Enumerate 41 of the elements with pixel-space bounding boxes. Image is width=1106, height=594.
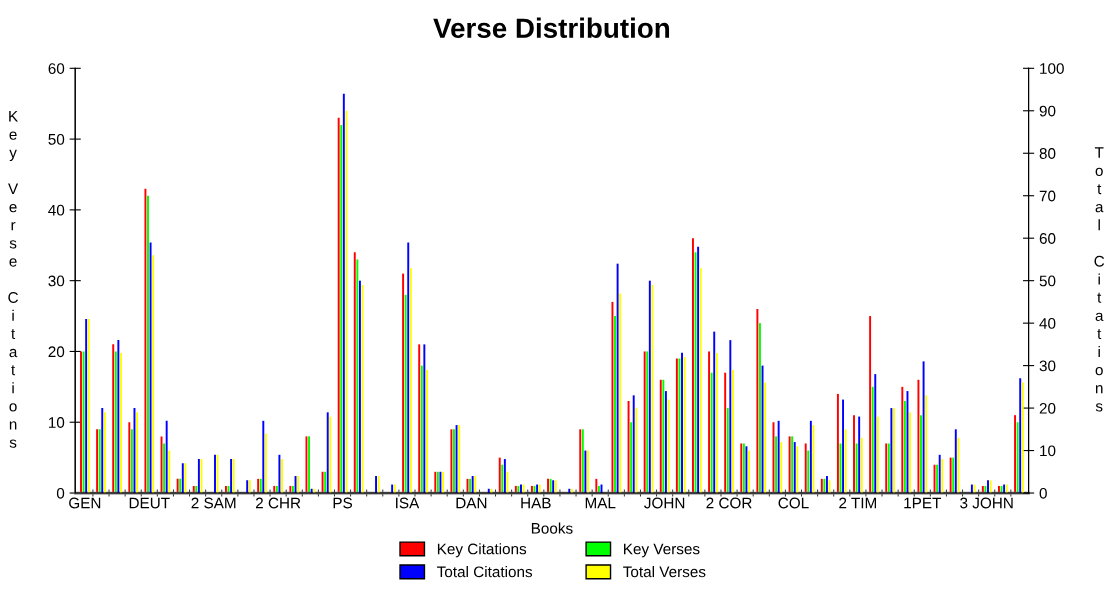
y2-tick-label: 90 [1039, 105, 1056, 117]
text: Key Verse Citations [8, 111, 19, 448]
x-tick-label: ISA [396, 497, 420, 509]
y2-tick-label: 40 [1039, 318, 1056, 329]
x-tick-label: GEN [69, 497, 101, 509]
y-tick-label: 40 [48, 204, 65, 216]
legend-label: Key Verses [624, 543, 700, 558]
text: Total Citations [1094, 147, 1105, 412]
x-tick-label: HAB [521, 497, 551, 509]
x-tick-label: DEUT [129, 497, 170, 509]
y2-tick-label: 0 [1039, 487, 1047, 499]
y-tick-label: 10 [48, 417, 65, 428]
legend-label: Total Verses [623, 566, 706, 578]
y-tick-label: 0 [56, 487, 65, 499]
legend-label: Total Citations [437, 566, 533, 578]
x-tick-label: JOHN [644, 497, 685, 509]
x-tick-label: COL [778, 497, 809, 509]
x-tick-label: 2 CHR [255, 497, 301, 509]
y2-tick-label: 70 [1039, 190, 1056, 202]
legend-label: Key Citations [437, 543, 527, 558]
x-tick-label: 2 TIM [839, 497, 877, 509]
chart-title: Verse Distribution [433, 17, 670, 39]
x-tick-label: 2 COR [706, 497, 752, 509]
x-tick-label: MAL [585, 497, 616, 509]
y-tick-label: 30 [48, 275, 65, 287]
y-tick-label: 60 [48, 63, 65, 74]
y2-tick-label: 80 [1039, 148, 1056, 159]
x-tick-label: 1PET [904, 497, 942, 509]
y2-tick-label: 20 [1039, 402, 1056, 414]
x-axis-title: Books [531, 522, 573, 534]
y-tick-label: 20 [48, 346, 65, 358]
y2-tick-label: 50 [1039, 275, 1056, 287]
x-tick-label: PS [333, 497, 353, 509]
x-tick-label: 3 JOHN [960, 497, 1013, 509]
x-tick-label: 2 SAM [191, 497, 236, 509]
y2-tick-label: 100 [1040, 63, 1064, 74]
x-tick-label: DAN [456, 497, 487, 509]
y2-tick-label: 10 [1040, 445, 1056, 457]
y-tick-label: 50 [48, 133, 65, 145]
y2-tick-label: 30 [1039, 360, 1056, 372]
y2-tick-label: 60 [1039, 233, 1056, 244]
